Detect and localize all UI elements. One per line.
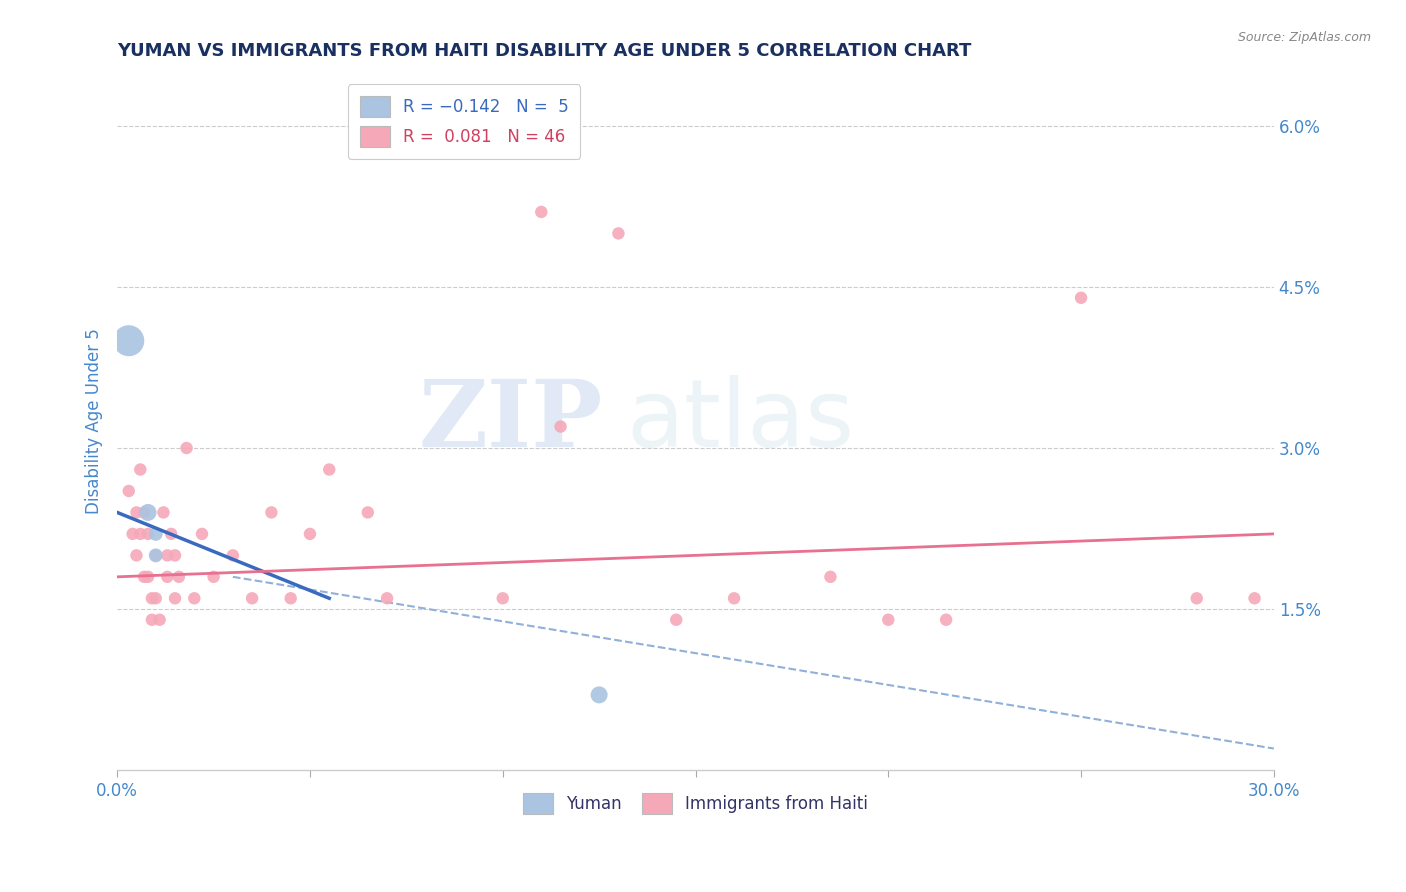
Point	[125, 549, 148, 563]
Point	[136, 527, 159, 541]
Point	[145, 549, 167, 563]
Point	[134, 505, 156, 519]
Point	[145, 549, 167, 563]
Point	[665, 613, 688, 627]
Point	[240, 591, 263, 606]
Legend: Yuman, Immigrants from Haiti: Yuman, Immigrants from Haiti	[513, 783, 879, 824]
Point	[357, 505, 380, 519]
Point	[530, 205, 553, 219]
Point	[1185, 591, 1208, 606]
Point	[121, 527, 143, 541]
Text: ZIP: ZIP	[419, 376, 603, 467]
Point	[723, 591, 745, 606]
Point	[298, 527, 321, 541]
Point	[607, 227, 630, 241]
Point	[156, 570, 179, 584]
Y-axis label: Disability Age Under 5: Disability Age Under 5	[86, 328, 103, 514]
Point	[156, 549, 179, 563]
Point	[1070, 291, 1092, 305]
Point	[492, 591, 515, 606]
Text: Source: ZipAtlas.com: Source: ZipAtlas.com	[1237, 31, 1371, 45]
Point	[820, 570, 842, 584]
Point	[160, 527, 183, 541]
Point	[550, 419, 572, 434]
Point	[191, 527, 214, 541]
Point	[280, 591, 302, 606]
Point	[149, 613, 172, 627]
Point	[176, 441, 198, 455]
Point	[129, 527, 152, 541]
Point	[183, 591, 205, 606]
Point	[1243, 591, 1265, 606]
Point	[167, 570, 190, 584]
Point	[141, 613, 163, 627]
Point	[141, 591, 163, 606]
Text: atlas: atlas	[626, 376, 855, 467]
Point	[318, 462, 340, 476]
Point	[163, 591, 186, 606]
Point	[136, 505, 159, 519]
Point	[136, 570, 159, 584]
Point	[145, 591, 167, 606]
Text: YUMAN VS IMMIGRANTS FROM HAITI DISABILITY AGE UNDER 5 CORRELATION CHART: YUMAN VS IMMIGRANTS FROM HAITI DISABILIT…	[117, 42, 972, 60]
Point	[118, 334, 141, 348]
Point	[125, 505, 148, 519]
Point	[129, 462, 152, 476]
Point	[134, 570, 156, 584]
Point	[118, 483, 141, 498]
Point	[877, 613, 900, 627]
Point	[375, 591, 398, 606]
Point	[222, 549, 245, 563]
Point	[935, 613, 957, 627]
Point	[163, 549, 186, 563]
Point	[145, 527, 167, 541]
Point	[588, 688, 610, 702]
Point	[260, 505, 283, 519]
Point	[152, 505, 174, 519]
Point	[202, 570, 225, 584]
